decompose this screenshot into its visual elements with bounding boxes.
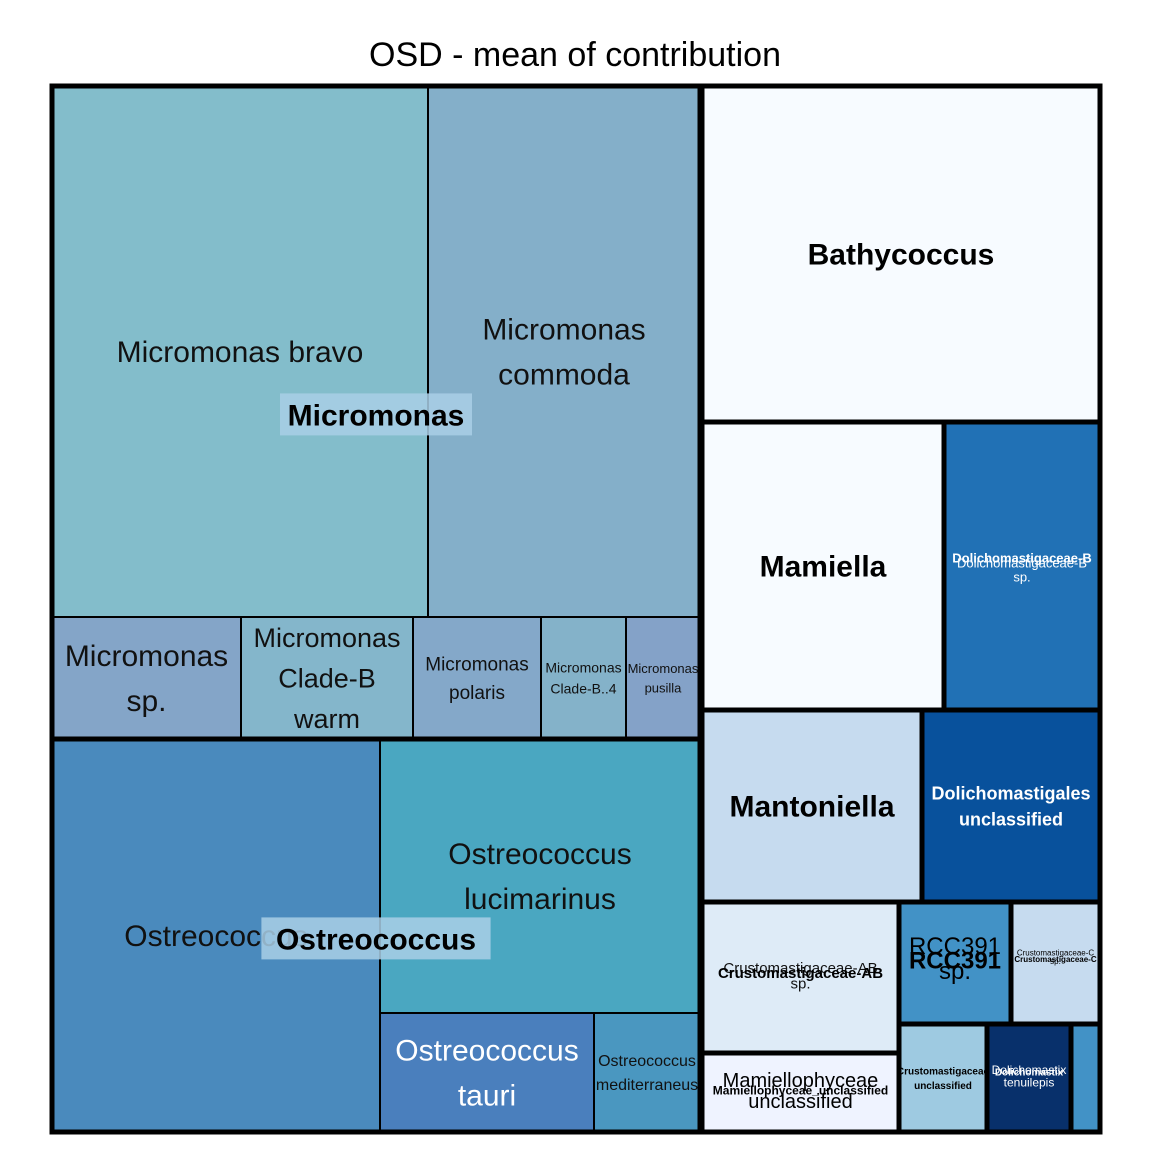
treemap-cell-micromonas-polaris bbox=[412, 616, 542, 740]
treemap-cell-micromonas-clade-b-4 bbox=[540, 616, 627, 740]
group-label-bathycoccus: Bathycoccus bbox=[808, 239, 995, 272]
group-label-dolichomastix: Dolichomastix bbox=[995, 1068, 1064, 1079]
group-label-dolichomastigaceae-b: Dolichomastigaceae-B bbox=[952, 551, 1091, 566]
cell-label-ostreococcus-mediterraneus: Ostreococcus mediterraneus bbox=[596, 1053, 698, 1094]
treemap-cell-mamiella bbox=[701, 421, 945, 711]
treemap-cell-dolichomastix-tenuilepis bbox=[986, 1023, 1072, 1133]
group-label-micromonas-bg bbox=[280, 393, 472, 436]
cell-label-micromonas-commoda: Micromonas commoda bbox=[482, 314, 645, 392]
cell-label-dolichomastigaceae-b-sp: Dolichomastigaceae-B sp. bbox=[957, 556, 1087, 585]
treemap-cell-ostreococcus-lucimarinus bbox=[379, 738, 701, 1014]
treemap-cell-micromonas-commoda bbox=[427, 85, 701, 618]
group-label-mamiellophyceae-unclassified: Mamiellophyceae_unclassified bbox=[713, 1084, 888, 1098]
group-label-ostreococcus-bg bbox=[261, 917, 491, 960]
group-label-crustomastigaceae-c: Crustomastigaceae-C bbox=[1014, 955, 1096, 964]
cell-label-micromonas-sp: Micromonas sp. bbox=[65, 640, 228, 718]
cell-label-mamiellophyceae-unclassified: Mamiellophyceae unclassified bbox=[723, 1070, 879, 1113]
treemap-cell-ostreococcus-mediterraneus bbox=[593, 1012, 701, 1133]
cell-label-dolichomastix-tenuilepis: Dolichomastix tenuilepis bbox=[992, 1063, 1067, 1090]
group-label-ostreococcus: Ostreococcus bbox=[276, 924, 476, 957]
group-label-mantoniella: Mantoniella bbox=[729, 791, 894, 824]
treemap-cell-micromonas-clade-b-warm bbox=[240, 616, 414, 740]
chart-title: OSD - mean of contribution bbox=[369, 36, 781, 74]
cell-label-rcc391-sp: RCC391 sp. bbox=[909, 933, 1001, 985]
treemap-cell-unnamed-cell bbox=[1070, 1023, 1101, 1133]
group-label-dolichomastigales-unclassified: Dolichomastigales unclassified bbox=[931, 783, 1090, 829]
group-label-crustomastigaceae: Crustomastigaceae unclassified bbox=[897, 1066, 990, 1092]
cell-label-micromonas-pusilla: Micromonas pusilla bbox=[628, 661, 699, 696]
cell-label-micromonas-bravo: Micromonas bravo bbox=[117, 336, 364, 369]
treemap-cell-dolichomastigales-unclassified bbox=[921, 709, 1101, 903]
treemap-cell-micromonas-bravo bbox=[51, 85, 429, 618]
cell-label-micromonas-clade-b-4: Micromonas Clade-B..4 bbox=[545, 659, 621, 696]
treemap-cell-dolichomastigaceae-b-sp bbox=[943, 421, 1101, 711]
cell-label-ostreococcus-tauri: Ostreococcus tauri bbox=[395, 1035, 578, 1113]
treemap-cell-ostreococcus-tauri bbox=[379, 1012, 595, 1133]
treemap-cell-crustomastigaceae-c-sp bbox=[1010, 901, 1101, 1025]
cell-label-ostreococcus-lucimarinus: Ostreococcus lucimarinus bbox=[448, 838, 631, 916]
treemap-cell-bathycoccus bbox=[701, 85, 1101, 423]
group-label-mamiella: Mamiella bbox=[760, 551, 887, 584]
cell-label-crustomastigaceae-c-sp: Crustomastigaceae-C sp. bbox=[1017, 949, 1095, 966]
cell-label-micromonas-clade-b-warm: Micromonas Clade-B warm bbox=[253, 623, 400, 734]
cell-label-micromonas-polaris: Micromonas polaris bbox=[425, 654, 528, 704]
plot-frame bbox=[49, 83, 1103, 1135]
cell-label-crustomastigaceae-ab-sp: Crustomastigaceae-AB sp. bbox=[723, 960, 877, 993]
treemap-cell-micromonas-sp bbox=[51, 616, 242, 740]
group-label-micromonas: Micromonas bbox=[288, 400, 465, 433]
treemap-cell-crustomastigaceae-unclassified bbox=[898, 1023, 988, 1133]
treemap-cell-micromonas-pusilla bbox=[625, 616, 701, 740]
group-label-crustomastigaceae-ab: Crustomastigaceae-AB bbox=[718, 965, 883, 982]
group-label-rcc391: RCC391 bbox=[909, 947, 1001, 974]
